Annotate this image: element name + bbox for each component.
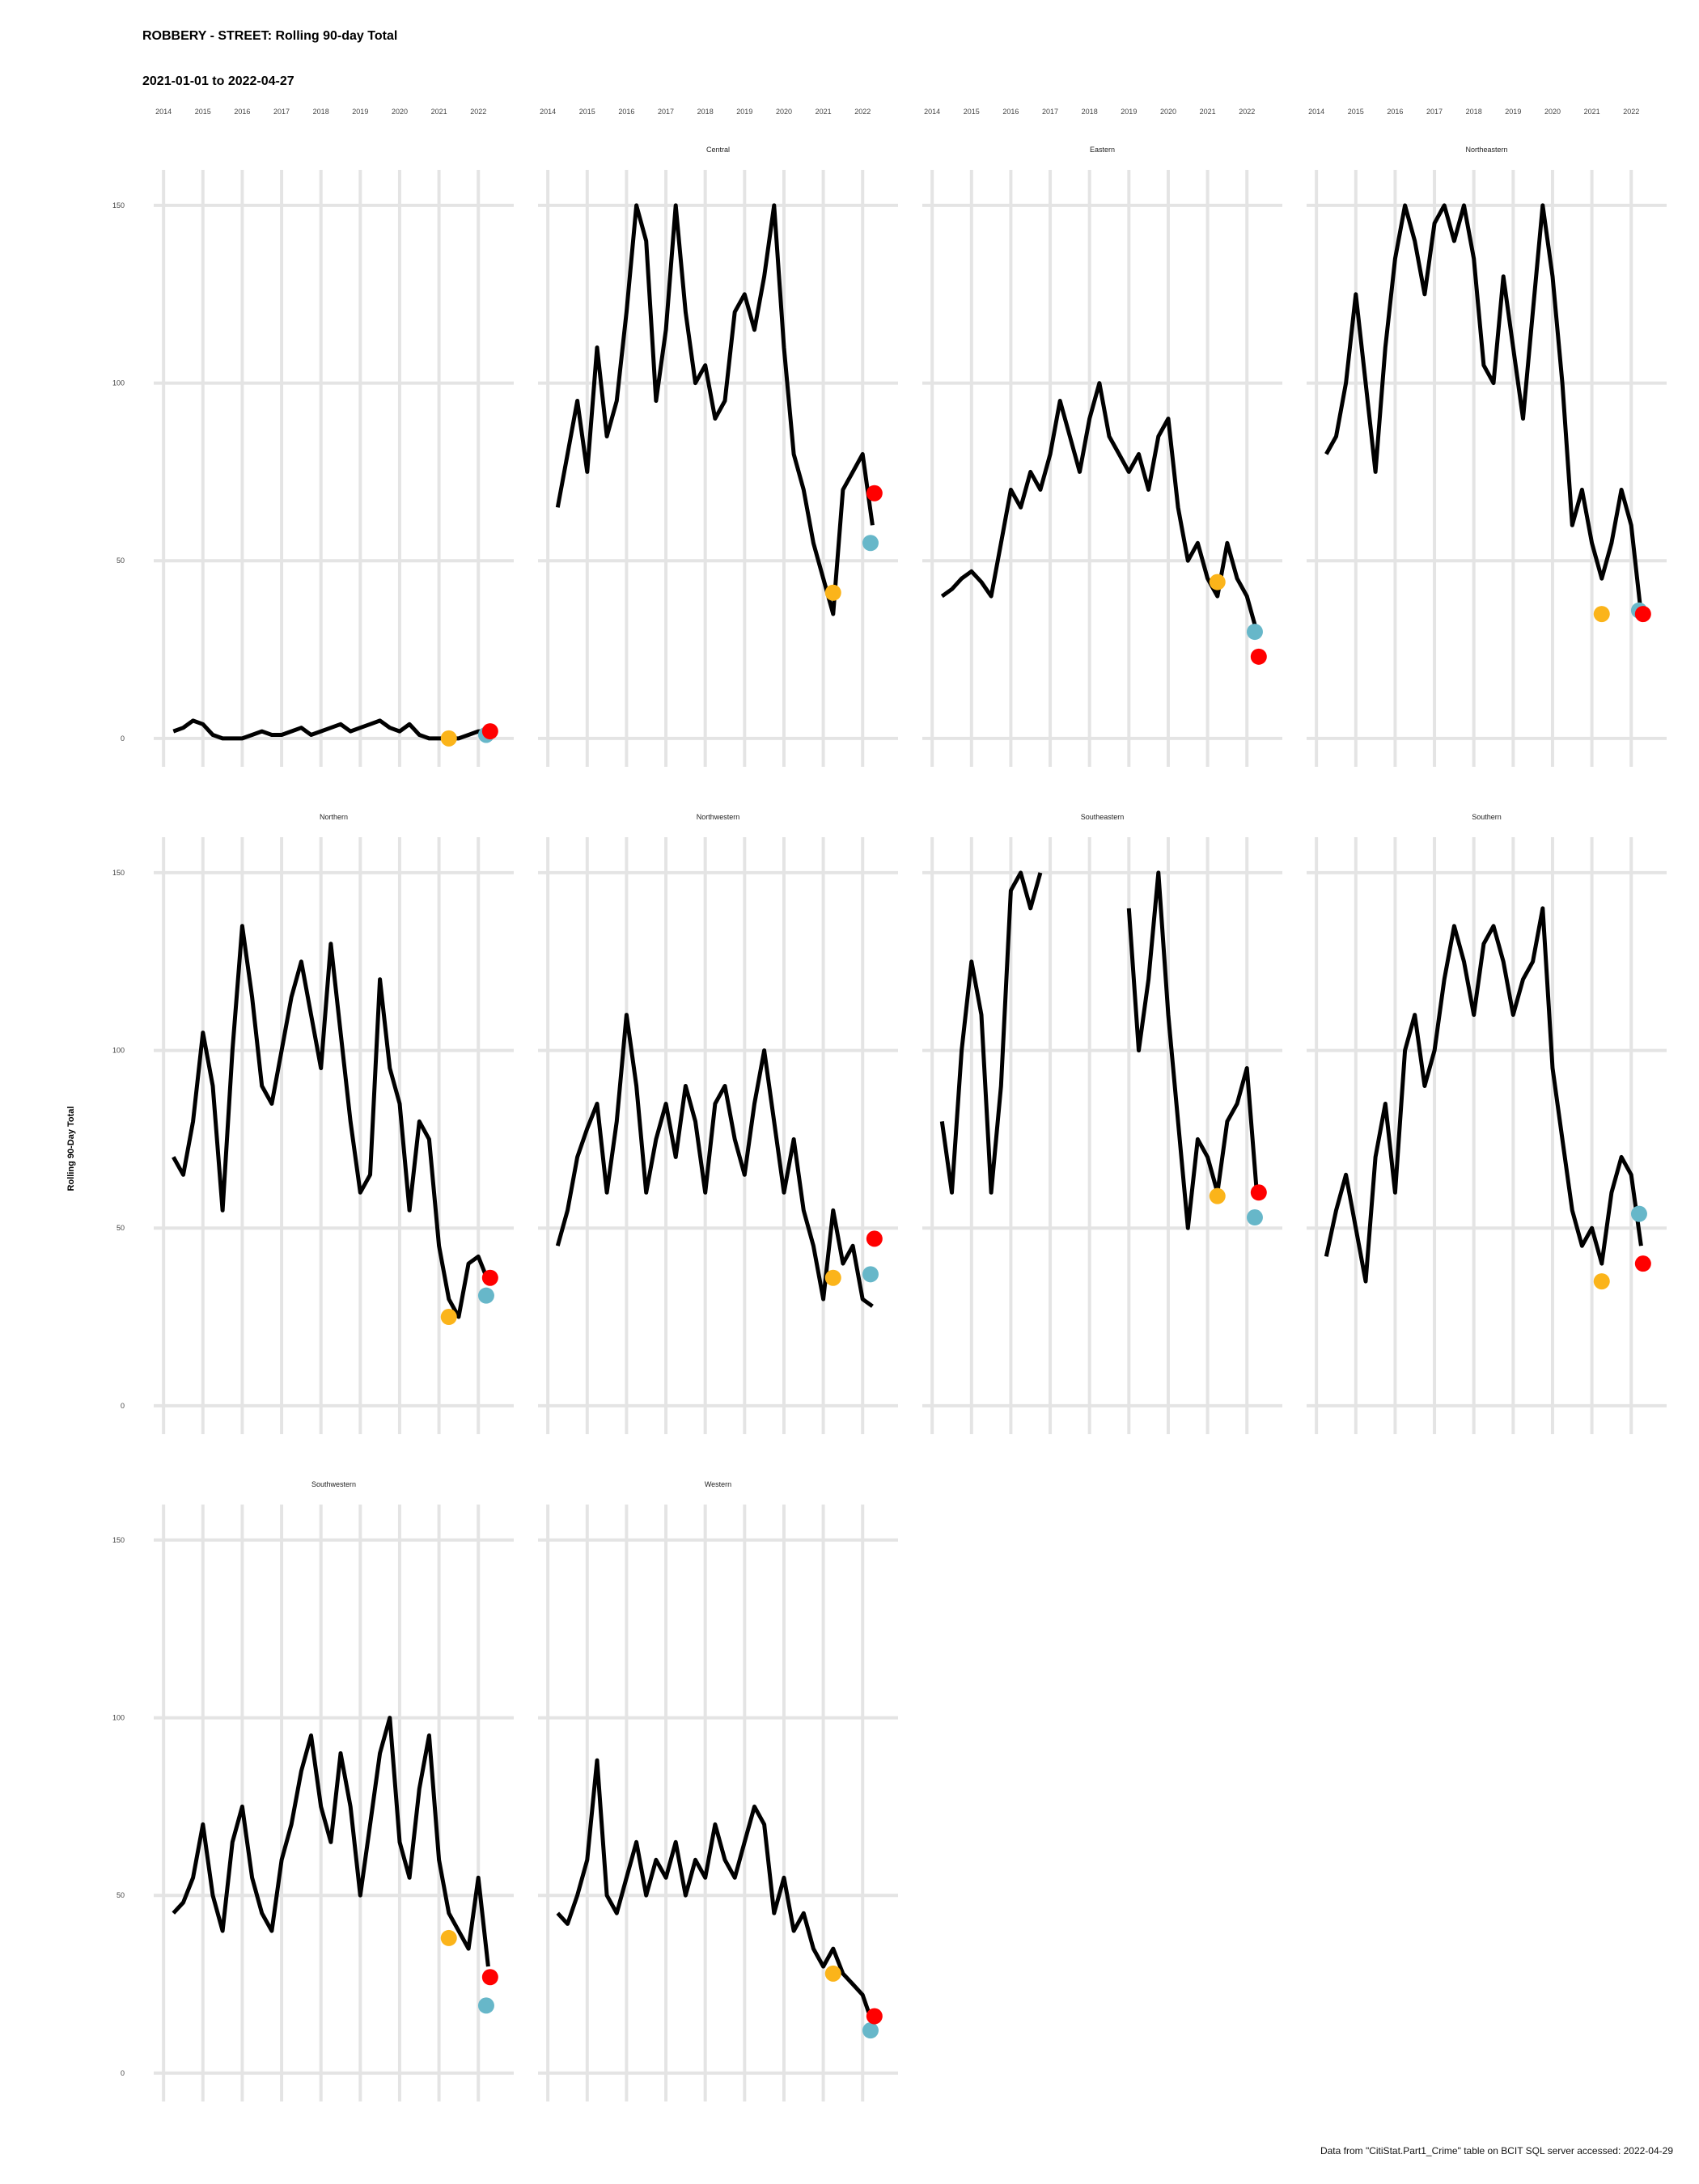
series-line-northern xyxy=(172,924,490,1319)
marker-mid-western xyxy=(862,2022,879,2039)
y-tick-label: 150 xyxy=(112,869,125,877)
y-tick-label: 0 xyxy=(121,2069,125,2077)
series-line-eastern xyxy=(940,381,1259,633)
marker-end-western xyxy=(866,2008,883,2025)
y-tick-label: 150 xyxy=(112,201,125,210)
marker-mid-southern xyxy=(1630,1205,1647,1222)
x-tick-label: 2021 xyxy=(1584,108,1600,116)
y-tick-label: 0 xyxy=(121,734,125,743)
series-line-southern xyxy=(1324,906,1643,1284)
x-tick-label: 2019 xyxy=(1505,108,1521,116)
x-tick-label: 2022 xyxy=(854,108,871,116)
series-line-western xyxy=(556,1758,875,2025)
x-tick-label: 2017 xyxy=(1426,108,1443,116)
x-tick-label: 2017 xyxy=(658,108,674,116)
series-line-southwestern xyxy=(172,1716,490,1967)
x-tick-label: 2022 xyxy=(1239,108,1255,116)
x-tick-label: 2018 xyxy=(697,108,714,116)
x-tick-label: 2014 xyxy=(155,108,172,116)
y-tick-label: 150 xyxy=(112,1536,125,1544)
panel-strip-southeastern: Southeastern xyxy=(1081,813,1125,821)
marker-start-southwestern xyxy=(440,1929,457,1946)
data-source-caption: Data from "CitiStat.Part1_Crime" table o… xyxy=(1320,2145,1673,2156)
x-tick-label: 2019 xyxy=(1121,108,1137,116)
marker-start-southern xyxy=(1593,1273,1610,1290)
panel-strip-northeastern: Northeastern xyxy=(1465,146,1507,154)
marker-end-unlabeled xyxy=(481,723,498,740)
panel-strip-western: Western xyxy=(705,1480,731,1488)
marker-mid-southeastern xyxy=(1246,1209,1263,1226)
x-tick-label: 2015 xyxy=(195,108,211,116)
marker-start-western xyxy=(824,1965,841,1982)
marker-start-southeastern xyxy=(1209,1187,1226,1204)
marker-end-southern xyxy=(1634,1255,1651,1272)
series-line-northwestern xyxy=(555,1013,874,1308)
x-tick-label: 2016 xyxy=(1387,108,1403,116)
x-tick-label: 2020 xyxy=(392,108,408,116)
marker-end-eastern xyxy=(1250,648,1267,665)
marker-mid-northern xyxy=(477,1287,494,1304)
marker-mid-northwestern xyxy=(862,1266,879,1283)
marker-mid-southwestern xyxy=(477,1997,494,2014)
x-tick-label: 2022 xyxy=(470,108,486,116)
x-tick-label: 2018 xyxy=(1082,108,1098,116)
marker-start-northwestern xyxy=(824,1269,841,1286)
series-line-unlabeled xyxy=(172,718,489,741)
marker-mid-central xyxy=(862,535,879,552)
panel-strip-central: Central xyxy=(706,146,730,154)
x-tick-label: 2019 xyxy=(352,108,368,116)
x-tick-label: 2014 xyxy=(540,108,556,116)
marker-start-eastern xyxy=(1209,574,1226,590)
panel-strip-northwestern: Northwestern xyxy=(697,813,740,821)
y-tick-label: 50 xyxy=(117,557,125,565)
x-tick-label: 2021 xyxy=(1200,108,1216,116)
marker-mid-eastern xyxy=(1246,624,1263,641)
x-tick-label: 2018 xyxy=(1466,108,1482,116)
panel-strip-southern: Southern xyxy=(1472,813,1502,821)
y-tick-label: 100 xyxy=(112,1047,125,1055)
panel-strip-southwestern: Southwestern xyxy=(311,1480,356,1488)
x-tick-label: 2020 xyxy=(1544,108,1561,116)
chart-title: ROBBERY - STREET: Rolling 90-day Total xyxy=(142,29,398,43)
y-tick-label: 100 xyxy=(112,379,125,387)
y-tick-label: 0 xyxy=(121,1402,125,1410)
y-tick-label: 100 xyxy=(112,1714,125,1722)
x-tick-label: 2020 xyxy=(776,108,792,116)
x-tick-label: 2020 xyxy=(1160,108,1176,116)
y-tick-label: 50 xyxy=(117,1224,125,1232)
y-tick-label: 50 xyxy=(117,1891,125,1899)
marker-end-northwestern xyxy=(866,1230,883,1247)
x-tick-label: 2022 xyxy=(1623,108,1639,116)
chart-subtitle: 2021-01-01 to 2022-04-27 xyxy=(142,74,294,88)
x-tick-label: 2017 xyxy=(273,108,290,116)
marker-start-northeastern xyxy=(1593,606,1610,623)
marker-end-southwestern xyxy=(481,1969,498,1986)
series-line-southeastern xyxy=(939,870,1259,1230)
x-tick-label: 2014 xyxy=(1308,108,1324,116)
x-tick-label: 2014 xyxy=(924,108,940,116)
x-tick-label: 2016 xyxy=(234,108,250,116)
marker-end-southeastern xyxy=(1250,1184,1267,1201)
x-tick-label: 2021 xyxy=(431,108,447,116)
marker-start-northern xyxy=(440,1309,457,1326)
x-tick-label: 2015 xyxy=(964,108,980,116)
marker-start-central xyxy=(824,584,841,601)
series-line-northeastern xyxy=(1324,203,1643,615)
marker-start-unlabeled xyxy=(440,730,457,747)
x-tick-label: 2019 xyxy=(736,108,752,116)
x-tick-label: 2015 xyxy=(1348,108,1364,116)
series-line-central xyxy=(555,203,875,616)
marker-end-northeastern xyxy=(1634,606,1651,623)
x-tick-label: 2018 xyxy=(313,108,329,116)
panel-strip-northern: Northern xyxy=(320,813,348,821)
x-tick-label: 2016 xyxy=(1002,108,1019,116)
x-tick-label: 2021 xyxy=(816,108,832,116)
marker-end-central xyxy=(866,485,883,502)
panel-strip-eastern: Eastern xyxy=(1090,146,1115,154)
marker-end-northern xyxy=(481,1269,498,1286)
x-tick-label: 2015 xyxy=(579,108,595,116)
x-tick-label: 2016 xyxy=(618,108,634,116)
x-tick-label: 2017 xyxy=(1042,108,1058,116)
